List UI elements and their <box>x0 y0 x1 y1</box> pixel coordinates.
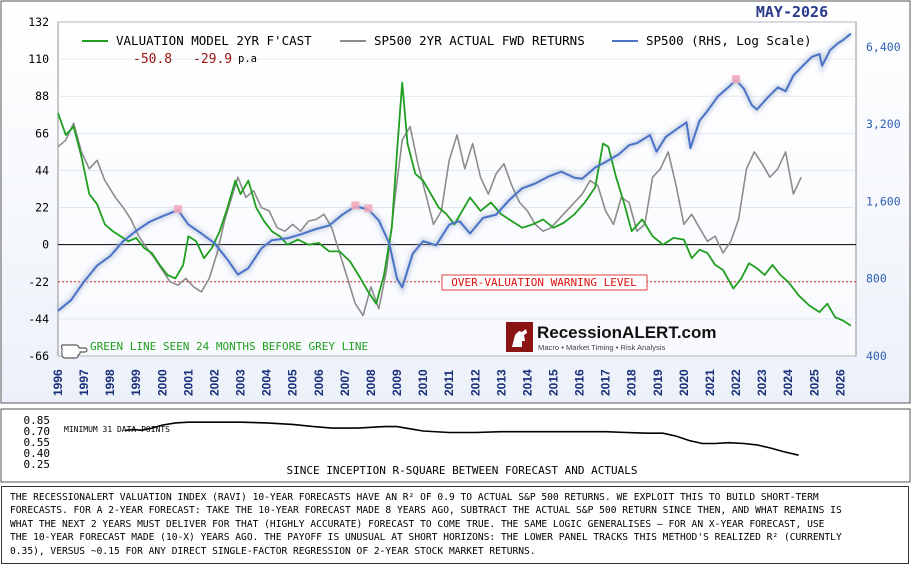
lower-tick-label: 0.85 <box>24 414 51 427</box>
left-tick-label: -44 <box>28 312 49 326</box>
peak-marker <box>173 205 182 214</box>
logo-name: RecessionALERT.com <box>537 323 717 342</box>
x-tick-label: 2011 <box>442 370 456 396</box>
x-tick-label: 2010 <box>416 369 430 396</box>
x-tick-label: 2009 <box>390 369 404 396</box>
left-tick-label: 110 <box>28 52 49 66</box>
logo-tagline: Macro • Market Timing • Risk Analysis <box>538 343 665 352</box>
left-tick-label: 44 <box>35 163 49 177</box>
x-tick-label: 2008 <box>364 369 378 396</box>
left-tick-label: 88 <box>35 89 49 103</box>
x-axis-tick-labels: 1996 1997 1998 1999 2000 2001 2002 2003 2004 2005… <box>51 369 847 396</box>
lead-note-text: GREEN LINE SEEN 24 MONTHS BEFORE GREY LI… <box>90 340 368 353</box>
x-tick-label: 1998 <box>103 369 117 396</box>
lead-note: GREEN LINE SEEN 24 MONTHS BEFORE GREY LI… <box>61 340 368 359</box>
annualized-unit: p.a <box>238 53 257 65</box>
lower-axis-tick-labels: 0.850.700.550.400.25 <box>24 414 51 471</box>
description-line: FORECASTS. FOR A 2-YEAR FORECAST: TAKE T… <box>10 505 842 517</box>
x-tick-label: 2024 <box>781 369 795 396</box>
main-plot-area <box>56 21 857 357</box>
date-label: MAY-2026 <box>756 3 828 21</box>
x-tick-label: 2017 <box>599 369 613 396</box>
peak-highlights <box>173 75 741 214</box>
right-tick-label: 800 <box>866 272 887 286</box>
right-tick-label: 400 <box>866 349 887 363</box>
x-tick-label: 1996 <box>51 369 65 396</box>
x-tick-label: 2003 <box>234 369 248 396</box>
warning-label: OVER-VALUATION WARNING LEVEL <box>451 276 637 289</box>
x-tick-label: 2001 <box>181 369 195 396</box>
x-tick-label: 2026 <box>833 369 847 396</box>
legend: VALUATION MODEL 2YR F'CAST SP500 2YR ACT… <box>82 33 812 67</box>
x-tick-label: 2021 <box>703 369 717 396</box>
series-sp500 <box>57 32 852 312</box>
peak-marker <box>732 75 741 84</box>
description-line: THE 10-YEAR FORECAST MADE (10-X) YEARS A… <box>10 532 842 544</box>
x-tick-label: 2005 <box>286 369 300 396</box>
right-tick-label: 1,600 <box>866 194 901 208</box>
x-tick-label: 2022 <box>729 369 743 396</box>
description-line: 0.35), VERSUS ~0.15 FOR ANY DIRECT SINGL… <box>10 545 536 557</box>
legend-label-actual: SP500 2YR ACTUAL FWD RETURNS <box>374 33 585 48</box>
warning-label-box <box>441 274 648 291</box>
x-tick-label: 2000 <box>155 369 169 396</box>
left-tick-label: 0 <box>42 238 49 252</box>
x-tick-label: 2015 <box>546 369 560 396</box>
x-tick-label: 2025 <box>807 369 821 396</box>
description-line: THE RECESSIONALERT VALUATION INDEX (RAVI… <box>10 492 819 503</box>
lower-panel-title: SINCE INCEPTION R-SQUARE BETWEEN FORECAS… <box>287 464 638 477</box>
series-forecast <box>57 81 852 327</box>
lower-series <box>125 421 799 456</box>
lower-tick-label: 0.55 <box>24 436 51 449</box>
left-tick-label: 132 <box>28 15 49 29</box>
series-actual-returns <box>57 122 802 317</box>
legend-label-forecast: VALUATION MODEL 2YR F'CAST <box>116 33 312 48</box>
description-box: THE RECESSIONALERT VALUATION INDEX (RAVI… <box>1 486 909 564</box>
left-tick-label: 66 <box>35 126 49 140</box>
x-tick-label: 2004 <box>260 369 274 396</box>
main-plot-frame <box>57 21 857 357</box>
x-tick-label: 2018 <box>625 369 639 396</box>
lower-tick-label: 0.70 <box>24 425 51 438</box>
right-axis-tick-labels: 6,400 3,200 1,600 800 400 <box>866 40 901 363</box>
lower-note-line1: MINIMUM 31 DATA POINTS <box>64 425 170 434</box>
peak-marker <box>351 201 360 210</box>
right-tick-label: 3,200 <box>866 117 901 131</box>
left-tick-label: -66 <box>28 349 49 363</box>
legend-label-sp500: SP500 (RHS, Log Scale) <box>646 33 812 48</box>
x-tick-label: 2013 <box>494 369 508 396</box>
right-tick-label: 6,400 <box>866 40 901 54</box>
annualized-value: -29.9 <box>193 52 232 67</box>
x-tick-label: 2020 <box>677 369 691 396</box>
lower-tick-label: 0.25 <box>24 458 51 471</box>
x-tick-label: 2019 <box>651 369 665 396</box>
x-tick-label: 1999 <box>129 369 143 396</box>
lower-tick-label: 0.40 <box>24 447 51 460</box>
x-tick-label: 2002 <box>207 369 221 396</box>
left-tick-label: 22 <box>35 201 49 215</box>
description-line: WHAT THE NEXT 2 YEARS MUST DELIVER FOR T… <box>10 518 825 530</box>
pointing-hand-icon <box>61 344 88 359</box>
x-tick-label: 2006 <box>312 369 326 396</box>
forecast-value: -50.8 <box>133 52 172 67</box>
x-tick-label: 2016 <box>573 369 587 396</box>
x-tick-label: 1997 <box>77 369 91 396</box>
left-tick-label: -22 <box>28 275 49 289</box>
x-tick-label: 2012 <box>468 369 482 396</box>
chart-figure: 132 110 88 66 44 22 0 -22 -44 -66 6,400 3,200 1,600… <box>0 0 911 483</box>
horse-head-icon <box>512 329 527 347</box>
peak-marker <box>364 204 373 213</box>
series-r-square <box>125 421 799 456</box>
left-axis-tick-labels: 132 110 88 66 44 22 0 -22 -44 -66 <box>28 15 49 363</box>
x-tick-label: 2014 <box>520 369 534 396</box>
x-tick-label: 2023 <box>755 369 769 396</box>
logo: RecessionALERT.com Macro • Market Timing… <box>506 322 717 352</box>
main-series <box>56 31 853 327</box>
x-tick-label: 2007 <box>338 369 352 396</box>
